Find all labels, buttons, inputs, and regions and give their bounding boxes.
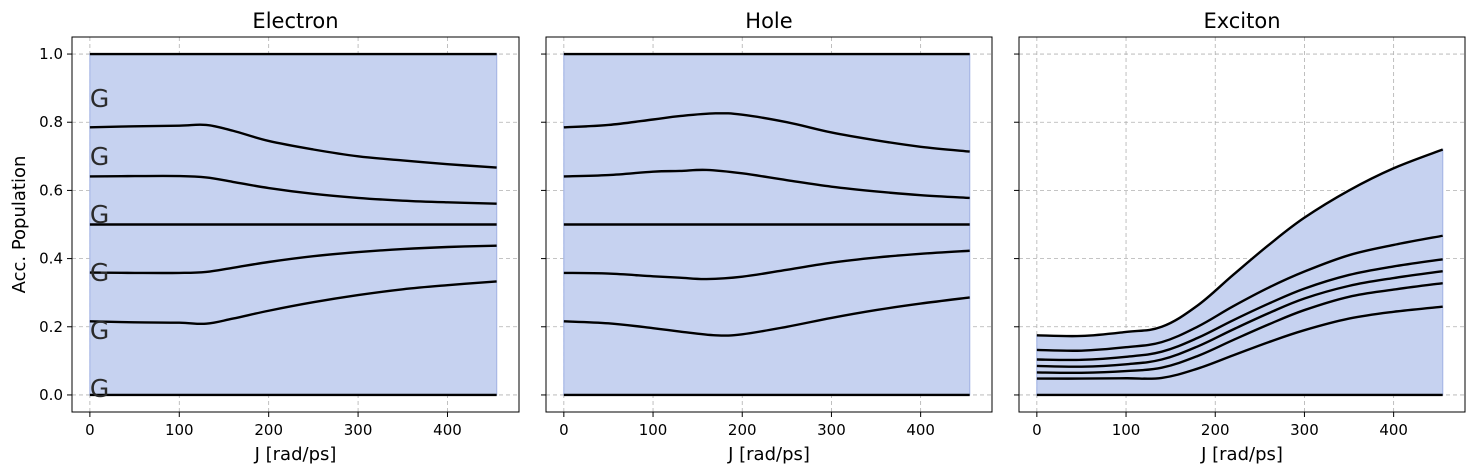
series-line-1 [563, 112, 970, 153]
y-tick-label: 1.0 [39, 45, 63, 63]
chart-title: Electron [252, 9, 338, 33]
x-tick-label: 300 [817, 421, 846, 439]
x-tick-label: 400 [433, 421, 462, 439]
series-line-0 [1036, 148, 1444, 338]
x-tick-label: 200 [728, 421, 757, 439]
series-line-1 [1036, 234, 1443, 352]
x-tick-label: 100 [639, 421, 668, 439]
annotation-label: G [90, 316, 109, 345]
y-tick-label: 0.0 [39, 386, 63, 404]
axes-frame [1018, 36, 1466, 413]
x-tick-label: 0 [85, 421, 95, 439]
x-tick-label: 400 [1379, 421, 1408, 439]
chart-title: Hole [745, 9, 792, 33]
x-axis-label: J [rad/ps] [727, 444, 810, 465]
y-tick-label: 0.6 [39, 181, 63, 199]
series-line-2 [563, 168, 970, 200]
panel-exciton: 0 100 200 300 400 Exciton J [rad/ps] [1014, 9, 1466, 465]
x-tick-label: 300 [1290, 421, 1319, 439]
x-tick-label: 0 [559, 421, 569, 439]
x-tick-label: 100 [1112, 421, 1141, 439]
annotation-label: G [90, 258, 109, 287]
y-tick-label: 0.2 [39, 318, 63, 336]
series-line-2 [89, 174, 497, 205]
series-line-3 [1036, 270, 1443, 368]
series-line-5 [89, 280, 497, 326]
y-tick-label: 0.4 [39, 250, 63, 268]
series-line-4 [563, 249, 970, 281]
annotation-label: G [90, 374, 109, 403]
x-tick-label: 200 [254, 421, 283, 439]
panel-hole: 0 100 200 300 400 Hole J [rad/ps] [541, 9, 993, 465]
x-tick-label: 200 [1201, 421, 1230, 439]
axes-frame [71, 36, 520, 413]
series-line-1 [89, 123, 497, 169]
series-line-5 [1036, 305, 1443, 380]
x-tick-label: 300 [344, 421, 373, 439]
annotation-label: G [90, 84, 109, 113]
x-axis-label: J [rad/ps] [1200, 444, 1283, 465]
chart-title: Exciton [1203, 9, 1280, 33]
series-line-4 [1036, 281, 1443, 375]
x-axis-label: J [rad/ps] [254, 444, 337, 465]
x-tick-label: 0 [1032, 421, 1042, 439]
annotation-label: G [90, 142, 109, 171]
axes-frame [545, 36, 993, 413]
series-line-5 [563, 296, 970, 337]
x-tick-label: 400 [906, 421, 935, 439]
x-tick-label: 100 [165, 421, 194, 439]
y-tick-label: 0.8 [39, 113, 63, 131]
y-axis-label: Acc. Population [9, 156, 30, 294]
series-line-4 [89, 244, 497, 275]
annotation-label: G [90, 200, 109, 229]
series-line-2 [1036, 258, 1443, 362]
